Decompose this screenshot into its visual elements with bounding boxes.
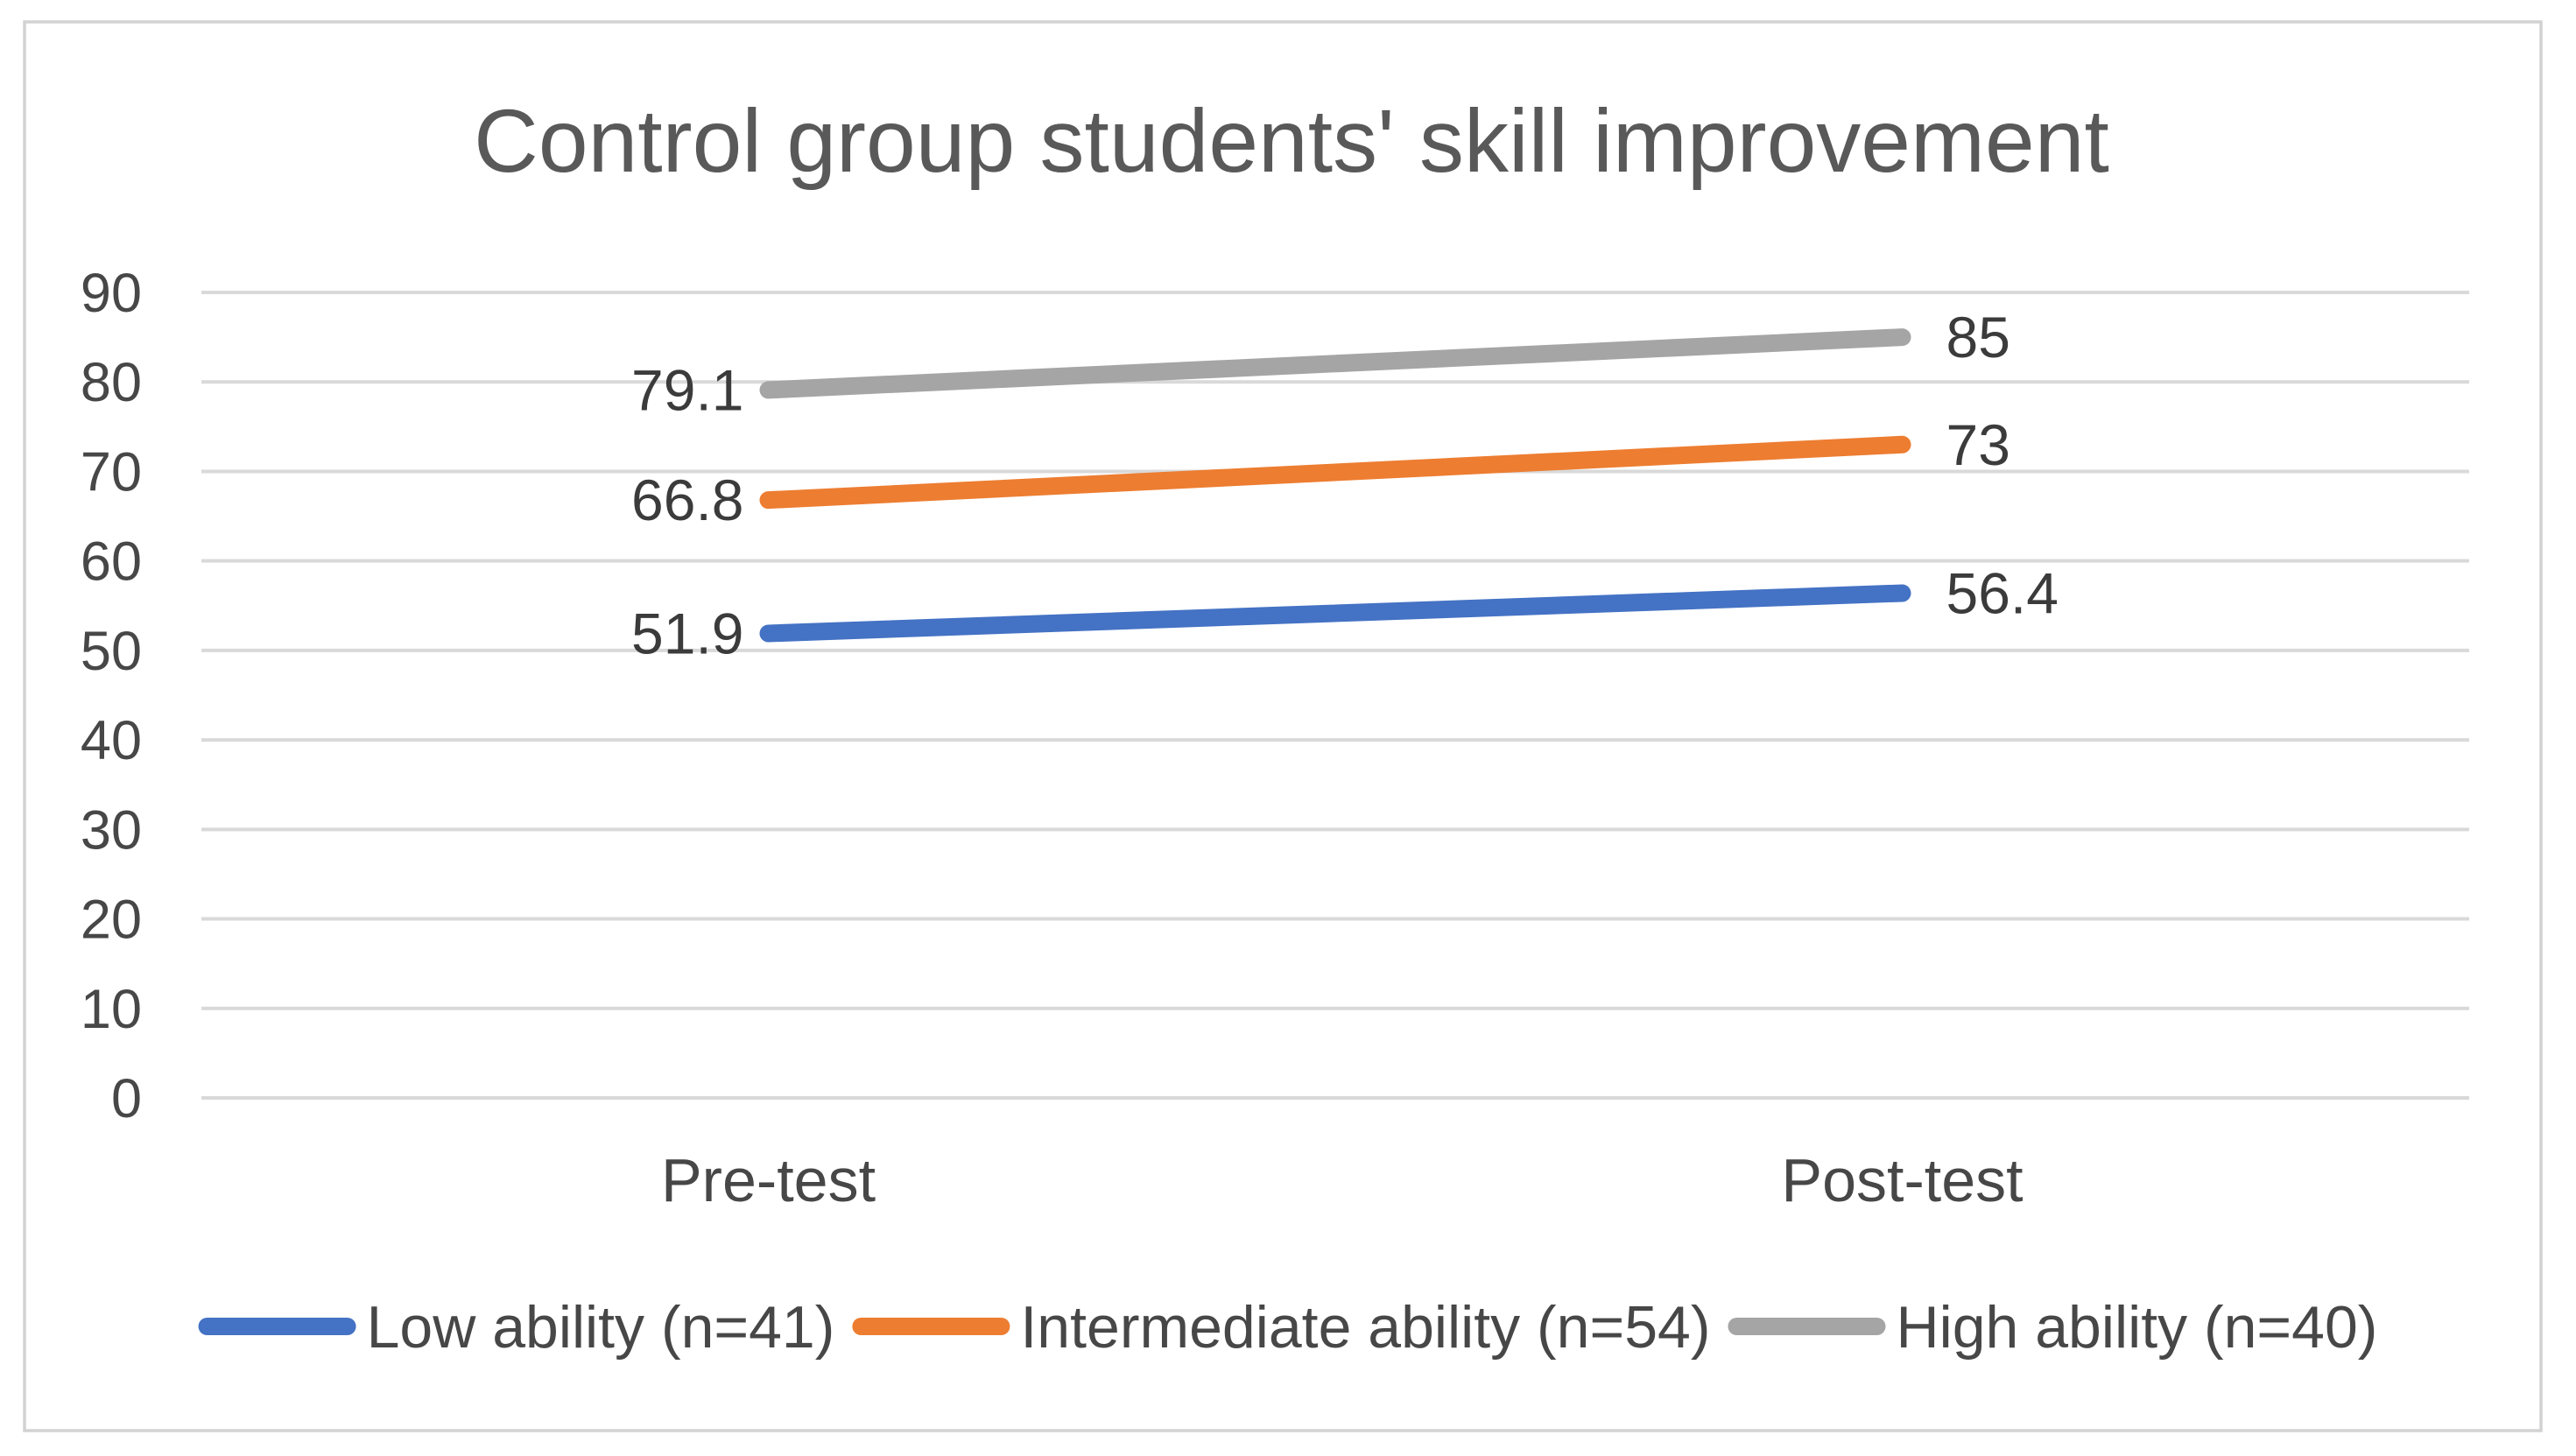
series-line-low-ability-n-41 — [759, 584, 1911, 643]
y-tick-label: 10 — [81, 979, 142, 1040]
y-axis-labels: 0 10 20 30 40 50 60 70 80 90 — [81, 263, 142, 1129]
series-line-intermediate-ability-n-54 — [759, 435, 1911, 510]
y-tick-label: 20 — [81, 890, 142, 951]
data-labels: 51.9 56.4 66.8 73 79.1 85 — [631, 305, 2059, 665]
legend: Low ability (n=41) Intermediate ability (… — [198, 1294, 2377, 1361]
legend-label: Intermediate ability (n=54) — [1020, 1294, 1710, 1361]
chart-title: Control group students' skill improvemen… — [474, 91, 2109, 191]
y-tick-label: 90 — [81, 263, 142, 324]
chart-border — [23, 20, 2543, 1432]
y-tick-label: 30 — [81, 799, 142, 861]
data-label-low-ability-n-41-post: 56.4 — [1946, 560, 2059, 625]
x-axis-label: Pre-test — [661, 1146, 876, 1214]
legend-swatch-icon — [1728, 1318, 1886, 1335]
x-axis-label: Post-test — [1781, 1146, 2023, 1214]
data-label-intermediate-ability-n-54-pre: 66.8 — [631, 468, 743, 532]
y-tick-label: 50 — [81, 621, 142, 682]
x-axis-labels: Pre-test Post-test — [661, 1146, 2023, 1214]
legend-label: High ability (n=40) — [1896, 1294, 2377, 1361]
legend-item-intermediate-ability-n-54: Intermediate ability (n=54) — [852, 1294, 1710, 1361]
gridlines — [201, 291, 2469, 1100]
data-label-high-ability-n-40-post: 85 — [1946, 305, 2010, 369]
data-label-high-ability-n-40-pre: 79.1 — [631, 357, 743, 422]
series-lines — [759, 328, 1911, 643]
legend-swatch-icon — [198, 1318, 356, 1335]
y-tick-label: 0 — [111, 1068, 142, 1129]
series-line-high-ability-n-40 — [759, 328, 1911, 399]
y-tick-label: 70 — [81, 441, 142, 503]
y-tick-label: 40 — [81, 710, 142, 771]
legend-swatch-icon — [852, 1318, 1010, 1335]
legend-item-low-ability-n-41: Low ability (n=41) — [198, 1294, 835, 1361]
legend-item-high-ability-n-40: High ability (n=40) — [1728, 1294, 2377, 1361]
data-label-low-ability-n-41-pre: 51.9 — [631, 601, 743, 665]
y-tick-label: 80 — [81, 352, 142, 413]
data-label-intermediate-ability-n-54-post: 73 — [1946, 412, 2010, 477]
legend-label: Low ability (n=41) — [367, 1294, 835, 1361]
y-tick-label: 60 — [81, 531, 142, 593]
